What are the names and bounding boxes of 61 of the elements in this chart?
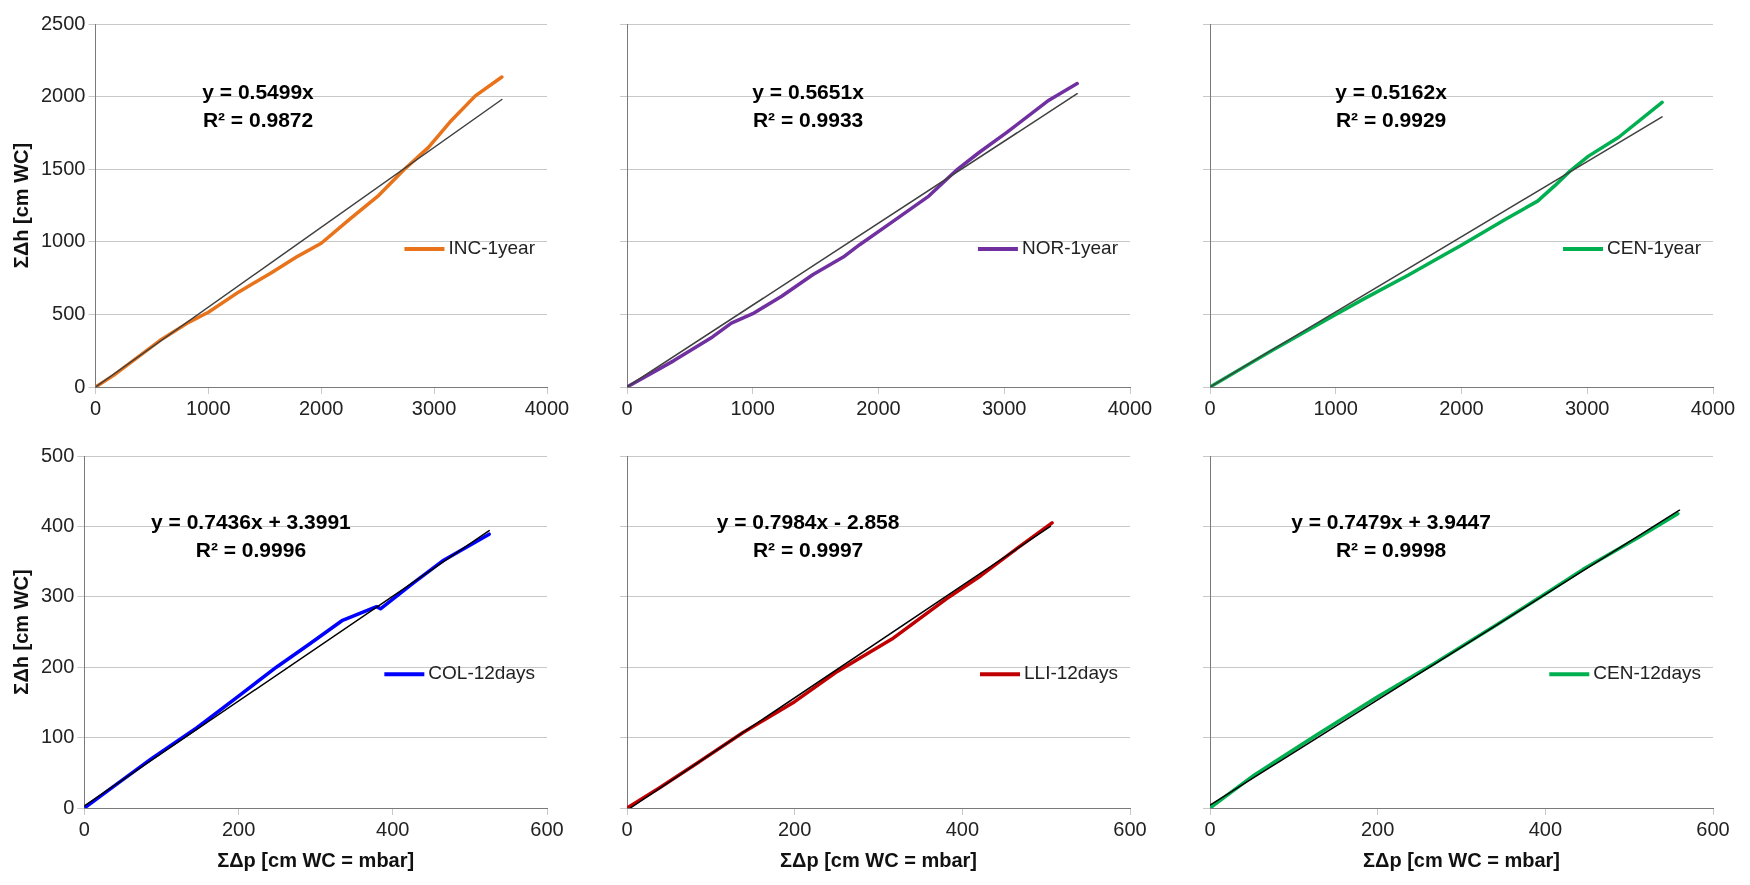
y-tick-label: 1500 [40, 156, 86, 179]
x-axis-title: ΣΔp [cm WC = mbar] [1363, 848, 1560, 871]
y-tick-label: 300 [40, 584, 75, 607]
annotation: R² = 0.9929 [1335, 107, 1447, 131]
x-tick-label: 3000 [982, 396, 1027, 419]
x-tick-label: 0 [621, 396, 633, 419]
x-tick-label: 4000 [1107, 396, 1153, 419]
x-tick-label: 2000 [856, 396, 901, 419]
x-tick-label: 200 [221, 817, 256, 840]
annotation: y = 0.5499x [202, 79, 315, 103]
x-axis-title: ΣΔp [cm WC = mbar] [217, 848, 415, 871]
annotation: R² = 0.9872 [202, 107, 314, 131]
x-tick-label: 4000 [524, 396, 570, 419]
x-tick-label: 400 [1528, 817, 1563, 840]
annotation: R² = 0.9997 [752, 537, 864, 561]
annotation: y = 0.7436x + 3.3991 [151, 509, 352, 533]
x-tick-label: 4000 [1690, 396, 1736, 419]
x-tick-label: 0 [1204, 396, 1216, 419]
x-tick-label: 400 [376, 817, 410, 840]
x-tick-label: 0 [89, 396, 102, 419]
x-tick-label: 600 [530, 817, 564, 840]
x-tick-label: 600 [1113, 817, 1147, 840]
x-tick-label: 3000 [411, 396, 457, 419]
y-tick-label: 500 [40, 443, 75, 466]
y-axis-title: ΣΔh [cm WC] [9, 569, 32, 695]
y-axis-title: ΣΔh [cm WC] [9, 142, 32, 269]
x-tick-label: 0 [621, 817, 633, 840]
annotation: R² = 0.9996 [195, 537, 307, 561]
annotation: R² = 0.9998 [1335, 537, 1447, 561]
y-tick-label: 1000 [40, 229, 86, 252]
x-tick-label: 200 [777, 817, 812, 840]
x-tick-label: 600 [1696, 817, 1730, 840]
annotation: y = 0.7479x + 3.9447 [1291, 509, 1491, 533]
annotation: y = 0.5651x [752, 79, 865, 103]
legend-label: CEN-1year [1607, 237, 1702, 259]
x-tick-label: 400 [945, 817, 980, 840]
x-tick-label: 3000 [1565, 396, 1610, 419]
legend-label: LLI-12days [1023, 662, 1119, 684]
y-tick-label: 500 [52, 301, 86, 324]
legend-label: NOR-1year [1021, 237, 1119, 259]
y-tick-label: 400 [40, 513, 75, 536]
x-tick-label: 1000 [186, 396, 231, 419]
x-axis-title: ΣΔp [cm WC = mbar] [780, 848, 977, 871]
legend-label: CEN-12days [1593, 662, 1702, 684]
annotation: R² = 0.9933 [752, 107, 864, 131]
x-tick-label: 2000 [1439, 396, 1484, 419]
y-tick-label: 200 [40, 654, 75, 677]
x-tick-label: 2000 [299, 396, 344, 419]
x-tick-label: 0 [1204, 817, 1216, 840]
legend-label: COL-12days [428, 662, 536, 684]
legend-label: INC-1year [448, 237, 536, 259]
x-tick-label: 1000 [1313, 396, 1358, 419]
x-tick-label: 1000 [730, 396, 775, 419]
y-tick-label: 2500 [40, 11, 86, 34]
y-tick-label: 2000 [40, 84, 86, 107]
annotation: y = 0.5162x [1335, 79, 1448, 103]
x-tick-label: 200 [1360, 817, 1395, 840]
y-tick-label: 100 [40, 725, 75, 748]
y-tick-label: 0 [63, 795, 75, 818]
annotation: y = 0.7984x - 2.858 [716, 509, 900, 533]
y-tick-label: 0 [74, 374, 86, 397]
